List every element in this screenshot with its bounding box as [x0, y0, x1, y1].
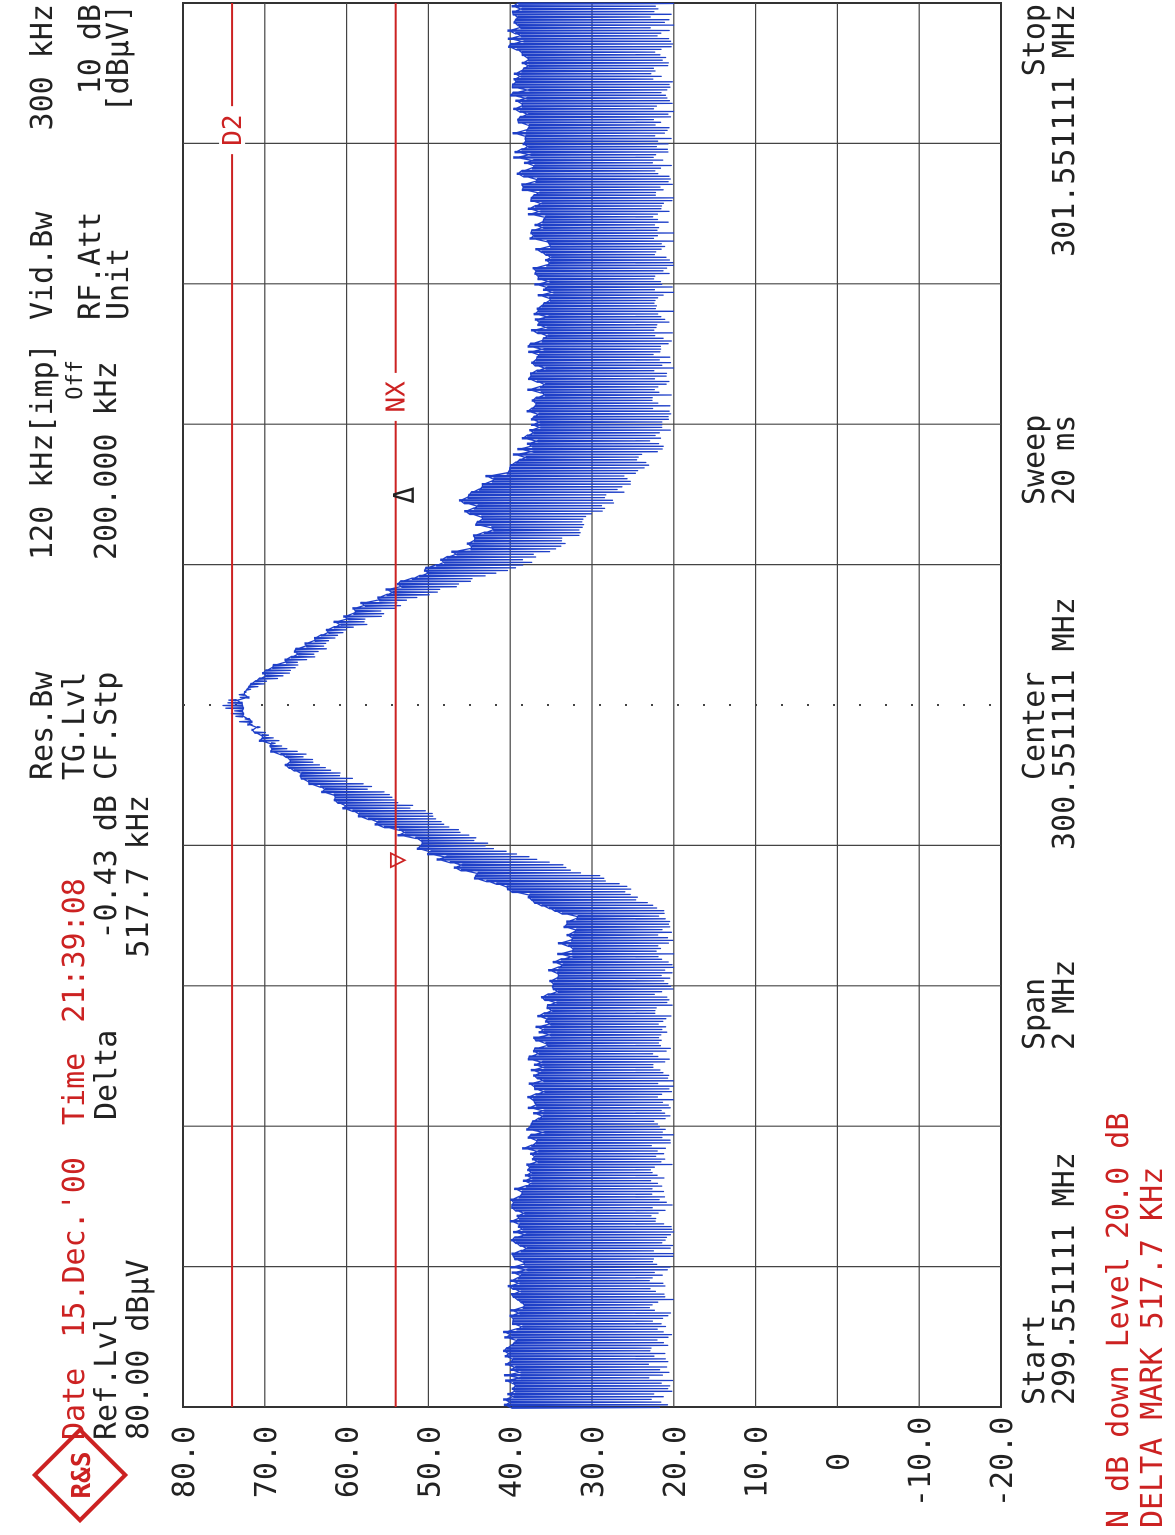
- y-tick-label: 40.0: [494, 1426, 529, 1498]
- stop-value: 301.551111 MHz: [1047, 4, 1082, 257]
- res-bw-value: 120 kHz[imp]: [25, 343, 60, 560]
- delta-freq: 517.7 kHz: [121, 795, 156, 958]
- vid-bw-value: 300 kHz: [25, 4, 60, 130]
- delta-db: -0.43 dB: [89, 795, 124, 940]
- ref-lvl-value: 80.00 dBµV: [121, 1259, 156, 1440]
- start-value: 299.551111 MHz: [1047, 1152, 1082, 1405]
- date-value: 15.Dec.'00: [57, 1157, 92, 1338]
- spectrum-trace: [222, 2, 675, 1409]
- sweep-value: 20 ms: [1047, 415, 1082, 505]
- footer: Start 299.551111 MHz Span 2 MHz Center 3…: [1017, 4, 1170, 1528]
- delta-marker: Δ: [388, 487, 421, 504]
- y-tick-label: -20.0: [985, 1417, 1020, 1507]
- reference-label-nx: NX: [382, 381, 412, 413]
- y-tick-label: 80.0: [167, 1426, 202, 1498]
- y-tick-label: 20.0: [658, 1426, 693, 1498]
- date-line: Date 15.Dec.'00 Time 21:39:08: [57, 878, 92, 1440]
- time-label: Time: [57, 1053, 92, 1125]
- reference-label-bg: [382, 372, 409, 421]
- res-bw-label: Res.Bw: [25, 671, 60, 780]
- ndb-down-line: N dB down Level 20.0 dB: [1101, 1113, 1136, 1528]
- marker-triangle: ▽: [380, 852, 413, 869]
- y-tick-label: 10.0: [740, 1426, 775, 1498]
- reference-label-d2: D2: [218, 114, 248, 145]
- sweep-label: Sweep: [1017, 415, 1052, 505]
- y-tick-label: 50.0: [412, 1426, 447, 1498]
- tg-lvl-value: Off: [63, 360, 88, 400]
- span-label: Span: [1017, 978, 1052, 1050]
- center-value: 300.551111 MHz: [1047, 597, 1082, 850]
- unit-label: Unit: [101, 248, 136, 320]
- cf-stp-value: 200.000 kHz: [89, 361, 124, 560]
- span-value: 2 MHz: [1047, 960, 1082, 1050]
- tg-lvl-label: TG.Lvl: [57, 672, 92, 780]
- y-tick-label: 0: [821, 1453, 856, 1471]
- unit-value: [dBµV]: [101, 4, 136, 112]
- stop-label: Stop: [1017, 4, 1052, 76]
- ref-lvl-label: Ref.Lvl: [89, 1314, 124, 1440]
- marker-mode: Delta: [89, 1030, 124, 1120]
- trace: [222, 2, 675, 1409]
- header: Date 15.Dec.'00 Time 21:39:08 Ref.Lvl De…: [25, 4, 156, 1440]
- vid-bw-label: Vid.Bw: [25, 211, 60, 320]
- time-value: 21:39:08: [57, 878, 92, 1023]
- rs-logo: R&S: [31, 1426, 129, 1524]
- y-tick-labels: 80.0 70.0 60.0 50.0 40.0 30.0 20.0 10.0 0 -10.0 -2…: [167, 1417, 1020, 1507]
- reference-label-bg: [219, 106, 246, 155]
- y-tick-label: -10.0: [903, 1417, 938, 1507]
- center-label: Center: [1017, 672, 1052, 780]
- y-tick-label: 60.0: [331, 1426, 366, 1498]
- logo-text: R&S: [67, 1452, 97, 1499]
- delta-mark-line: DELTA MARK 517.7 KHz: [1135, 1167, 1170, 1528]
- rf-att-value: 10 dB: [73, 4, 108, 94]
- reference-lines: D2 NX ▽ Δ: [218, 3, 421, 1407]
- date-label: Date: [57, 1368, 92, 1440]
- cf-stp-label: CF.Stp: [89, 672, 124, 780]
- y-tick-label: 70.0: [249, 1426, 284, 1498]
- start-label: Start: [1017, 1315, 1052, 1405]
- rf-att-label: RF.Att: [73, 212, 108, 320]
- y-tick-label: 30.0: [576, 1426, 611, 1498]
